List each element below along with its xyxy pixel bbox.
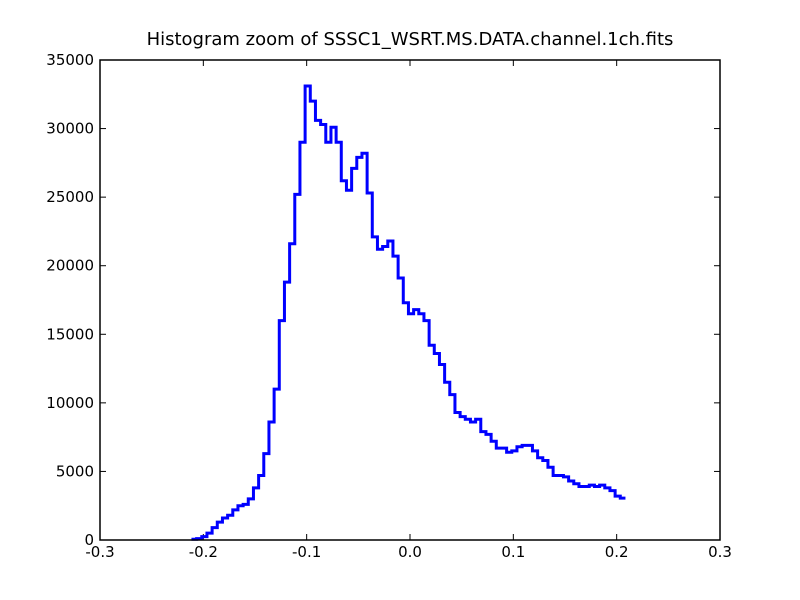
tick-labels: -0.3 -0.2 -0.1 0.0 0.1 0.2 0.3 0 5000 10000 15000 2…: [46, 51, 732, 561]
y-tick-label: 10000: [46, 394, 94, 412]
x-tick-label: 0.1: [501, 543, 525, 561]
y-tick-label: 5000: [56, 462, 94, 480]
x-tick-label: -0.3: [85, 543, 114, 561]
x-tick-label: -0.2: [189, 543, 218, 561]
y-tick-label: 25000: [46, 188, 94, 206]
x-tick-label: 0.2: [605, 543, 629, 561]
x-tick-label: -0.1: [292, 543, 321, 561]
histogram-step-line: [191, 84, 626, 541]
y-tick-label: 20000: [46, 257, 94, 275]
plot-frame: [99, 59, 721, 541]
y-tick-label: 0: [84, 531, 94, 549]
chart-title: Histogram zoom of SSSC1_WSRT.MS.DATA.cha…: [147, 29, 674, 50]
x-tick-label: 0.0: [398, 543, 422, 561]
y-tick-label: 35000: [46, 51, 94, 69]
x-tick-label: 0.3: [708, 543, 732, 561]
y-tick-label: 15000: [46, 325, 94, 343]
y-tick-label: 30000: [46, 120, 94, 138]
